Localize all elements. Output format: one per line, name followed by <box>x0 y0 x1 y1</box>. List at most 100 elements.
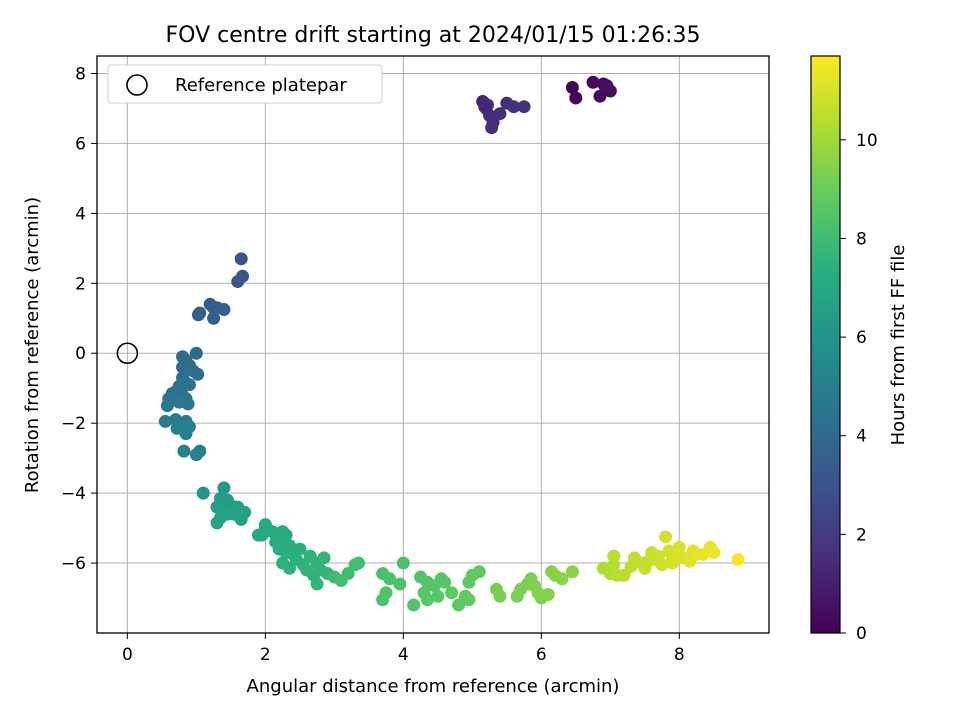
data-point <box>445 586 459 600</box>
data-point <box>220 507 234 521</box>
data-point <box>569 91 583 105</box>
data-point <box>493 589 507 603</box>
x-axis-label: Angular distance from reference (arcmin) <box>247 676 620 697</box>
legend: Reference platepar <box>107 64 383 104</box>
colorbar-tick-label: 2 <box>856 525 867 545</box>
y-tick-label: 8 <box>75 64 86 84</box>
data-point <box>376 593 390 607</box>
x-axis-ticks: 0 2 4 6 8 <box>122 633 685 665</box>
legend-entry: Reference platepar <box>175 75 347 96</box>
x-tick-label: 0 <box>122 645 133 665</box>
y-axis-ticks: −6 −4 −2 0 2 4 6 8 <box>61 64 97 574</box>
colorbar-tick-label: 4 <box>856 427 867 447</box>
data-point <box>217 303 231 317</box>
data-point <box>383 572 397 586</box>
data-point <box>586 75 600 89</box>
colorbar-ticks: 0 2 4 6 8 10 <box>840 131 878 644</box>
data-point <box>207 311 221 325</box>
data-point <box>234 252 248 266</box>
data-point <box>179 427 193 441</box>
data-point <box>452 598 466 612</box>
data-point <box>648 553 662 567</box>
data-point <box>565 565 579 579</box>
data-point <box>593 89 607 103</box>
colorbar-gradient <box>810 55 841 634</box>
x-tick-label: 6 <box>536 645 547 665</box>
data-point <box>258 518 272 532</box>
x-tick-label: 2 <box>260 645 271 665</box>
data-point <box>210 516 224 530</box>
data-point <box>177 444 191 458</box>
data-point <box>493 107 507 121</box>
data-point <box>485 121 499 135</box>
data-point <box>310 577 324 591</box>
data-point <box>160 399 174 413</box>
x-tick-label: 8 <box>674 645 685 665</box>
data-point <box>189 448 203 462</box>
data-point <box>396 556 410 570</box>
data-point <box>351 556 365 570</box>
data-point <box>672 540 686 554</box>
y-tick-label: 0 <box>75 344 86 364</box>
axes-frame <box>96 55 770 634</box>
data-point <box>617 568 631 582</box>
data-point <box>607 549 621 563</box>
colorbar-tick-label: 10 <box>856 131 878 151</box>
data-point <box>517 100 531 114</box>
data-point <box>438 575 452 589</box>
data-point <box>182 378 196 392</box>
data-point <box>431 589 445 603</box>
y-tick-label: 4 <box>75 204 86 224</box>
data-point <box>279 528 293 542</box>
chart-title: FOV centre drift starting at 2024/01/15 … <box>166 23 701 48</box>
data-point <box>191 308 205 322</box>
data-point <box>293 542 307 556</box>
grid <box>97 56 769 633</box>
x-tick-label: 4 <box>398 645 409 665</box>
data-point <box>462 593 476 607</box>
data-point <box>234 512 248 526</box>
y-tick-label: 2 <box>75 274 86 294</box>
data-point <box>282 561 296 575</box>
data-point <box>158 414 172 428</box>
colorbar-tick-label: 6 <box>856 328 867 348</box>
colorbar-tick-label: 0 <box>856 624 867 644</box>
data-point <box>300 563 314 577</box>
data-point <box>217 481 231 495</box>
data-point <box>181 397 195 411</box>
data-point <box>659 530 673 544</box>
data-point <box>507 100 521 114</box>
y-tick-label: −4 <box>61 484 86 504</box>
data-point <box>191 367 205 381</box>
data-point <box>272 542 286 556</box>
y-axis-label: Rotation from reference (arcmin) <box>22 197 43 493</box>
data-point <box>407 598 421 612</box>
legend-marker <box>126 74 148 96</box>
colorbar: 0 2 4 6 8 10 Hours from first FF file <box>810 55 909 644</box>
data-point <box>393 577 407 591</box>
y-tick-label: −2 <box>61 414 86 434</box>
data-point <box>731 553 745 567</box>
y-tick-label: 6 <box>75 134 86 154</box>
data-point <box>665 556 679 570</box>
data-point <box>334 574 348 588</box>
data-point <box>189 346 203 360</box>
data-point <box>251 528 265 542</box>
reference-platepar-marker <box>116 342 139 365</box>
data-point <box>196 486 210 500</box>
data-point <box>565 80 579 94</box>
data-point <box>555 572 569 586</box>
colorbar-tick-label: 8 <box>856 229 867 249</box>
data-point <box>317 551 331 565</box>
data-point <box>472 565 486 579</box>
data-point <box>707 546 721 560</box>
colorbar-label: Hours from first FF file <box>888 245 909 446</box>
data-point <box>600 79 614 93</box>
data-points <box>158 75 745 612</box>
data-point <box>478 100 492 114</box>
data-point <box>541 588 555 602</box>
data-point <box>231 275 245 289</box>
data-point <box>420 593 434 607</box>
legend-box <box>107 64 383 104</box>
